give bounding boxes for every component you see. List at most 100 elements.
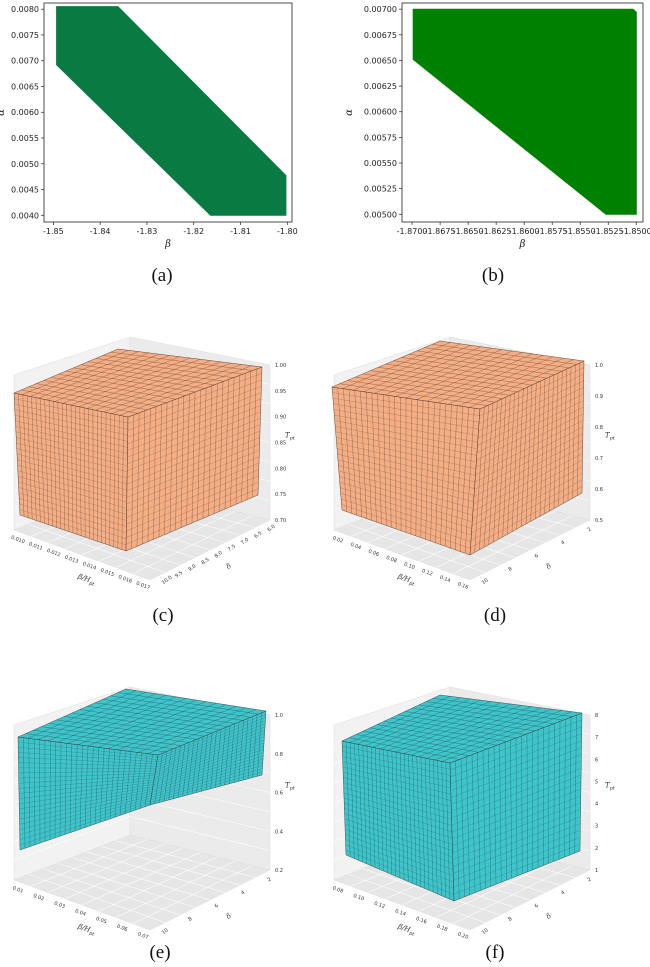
- c-xtick-label: 0.013: [64, 555, 80, 566]
- e-voxel-face-left-course: [19, 795, 152, 830]
- c-voxel-face-left-course: [18, 481, 127, 515]
- d-voxel-face-left-course: [337, 453, 475, 489]
- f-voxel-face-left-course: [344, 813, 453, 851]
- d-xtick-label: 0.04: [349, 542, 362, 551]
- e-voxel-face-left-course: [19, 791, 153, 820]
- a-ytick-label: 0.0080: [11, 5, 39, 14]
- c-voxel-face-left-course: [16, 453, 128, 485]
- e-ztick-label: 0.4: [275, 829, 283, 835]
- chart-e-svg: 0.2 0.4 0.6 0.8 1.0 Tpt 0.01 0.02 0.03 0.04 0.05 0.…: [12, 686, 296, 941]
- f-voxel-face-right-course: [450, 740, 582, 791]
- f-voxel-face-right-course: [453, 830, 581, 881]
- e-ytick-label: 10: [161, 927, 170, 936]
- c-xtick-label: 0.014: [82, 561, 98, 572]
- e-voxel-face-left-course: [18, 767, 156, 769]
- b-ytick-label: 0.00600: [364, 108, 397, 117]
- b-xtick-label: -1.8650: [453, 227, 484, 236]
- e-voxel-top-seam: [102, 699, 243, 721]
- e-voxel-face-right-course: [154, 736, 265, 776]
- f-xtick-label: 0.10: [352, 893, 365, 902]
- a-region: [56, 6, 287, 216]
- e-voxel-face-left-course: [18, 741, 158, 758]
- f-voxel-face-right-course: [452, 809, 581, 860]
- caption-a: (a): [151, 265, 173, 286]
- e-voxel-face-left-course: [19, 798, 152, 835]
- c-voxel-face-right-course: [126, 430, 261, 485]
- e-voxel-top-seam: [127, 706, 237, 752]
- c-voxel-top-seam: [110, 351, 253, 371]
- e-voxel-face-right-course: [153, 749, 264, 786]
- f-voxel-face-right-course: [451, 754, 582, 805]
- d-voxel-face-left-course: [340, 493, 472, 536]
- a-ytick-label: 0.0060: [11, 108, 39, 117]
- c-voxel-face-left-course: [18, 476, 127, 509]
- e-xtick-label: 0.02: [32, 893, 45, 902]
- d-ytick-label: 6: [534, 553, 540, 560]
- c-ytick-label: 8.5: [201, 557, 211, 566]
- c-voxel-face-left-course: [18, 492, 127, 527]
- f-voxel-face-left-course: [343, 787, 452, 820]
- c-ztick-label: 0.80: [275, 466, 286, 472]
- e-xlabel: β/Hpt: [75, 922, 97, 938]
- d-voxel-face-right-course: [473, 440, 583, 497]
- d-voxel-face-left-course: [333, 403, 479, 430]
- f-voxel-face-right-course: [451, 774, 582, 826]
- c-voxel-face-left-course: [19, 509, 127, 546]
- c-voxel-face-right-course: [126, 450, 260, 505]
- e-voxel-face-right-course: [155, 730, 265, 771]
- c-voxel-face-right-course: [126, 462, 260, 518]
- e-ztick-label: 1.0: [275, 713, 283, 719]
- e-voxel-face-left-course: [19, 788, 153, 815]
- c-voxel-face-left-course: [19, 498, 127, 533]
- d-voxel-face-right-course: [472, 453, 583, 512]
- e-ytick-label: 6: [214, 903, 220, 910]
- f-grid-line: [435, 860, 556, 918]
- e-voxel-face-left-course: [18, 779, 155, 794]
- d-ztick-label: 0.9: [595, 394, 603, 400]
- d-zlabel: Tpt: [605, 432, 616, 442]
- c-ytick-label: 9.5: [174, 570, 184, 579]
- d-voxel-face-right-course: [478, 374, 584, 424]
- d-xlabel: β/Hpt: [395, 572, 417, 588]
- f-voxel-top-seam: [404, 711, 535, 732]
- chart-b: -1.8700 -1.8675 -1.8650 -1.8625 -1.8600 -1.85…: [340, 0, 650, 255]
- e-voxel-top-seam: [95, 702, 236, 724]
- f-voxel-face-left-course: [344, 803, 453, 839]
- chart-a: -1.85 -1.84 -1.83 -1.82 -1.81 -1.80 0.0040 0.00…: [0, 0, 300, 255]
- c-voxel-face-right-course: [127, 386, 262, 438]
- f-xtick-label: 0.20: [457, 931, 470, 940]
- e-voxel-face-left-course: [18, 770, 156, 774]
- f-voxel-face-left-course: [345, 849, 454, 895]
- e-ytick-label: 4: [240, 890, 246, 897]
- d-ylabel: δ: [545, 562, 553, 571]
- d-voxel-face-right-course: [476, 400, 584, 453]
- e-voxel-face-right-course: [153, 746, 264, 783]
- f-voxel-face-left-course: [344, 823, 453, 864]
- d-ztick-label: 0.7: [595, 456, 603, 462]
- e-voxel-face-right-course: [151, 762, 263, 796]
- c-voxel-top-seam: [87, 360, 211, 409]
- d-voxel-face-right-course: [471, 466, 583, 526]
- d-voxel-face-left-course: [341, 504, 471, 549]
- e-ylabel: δ: [225, 912, 233, 921]
- e-voxel-face-left-course: [18, 747, 158, 760]
- d-voxel-face-left-course: [332, 398, 480, 423]
- b-xtick-label: -1.8550: [565, 227, 596, 236]
- f-voxel-face-right-course: [452, 816, 581, 867]
- a-xtick-label: -1.81: [230, 227, 251, 236]
- e-voxel-face-right-course: [155, 726, 266, 768]
- f-voxel-face-right-course: [452, 802, 581, 853]
- f-xtick-label: 0.12: [373, 901, 386, 910]
- c-voxel-top-seam: [73, 367, 205, 389]
- c-voxel-top-seam: [103, 355, 243, 375]
- chart-e: 0.2 0.4 0.6 0.8 1.0 Tpt 0.01 0.02 0.03 0.04 0.05 0.…: [0, 655, 320, 941]
- c-voxel-face-top: [13, 348, 263, 418]
- c-voxel-face-right-course: [126, 475, 259, 532]
- d-ztick-label: 0.6: [595, 487, 603, 493]
- f-voxel-face-left-course: [343, 782, 452, 814]
- f-ztick-label: 8: [595, 713, 598, 719]
- c-voxel-face-left-course: [16, 442, 128, 472]
- e-voxel-face-right-course: [157, 714, 266, 758]
- e-voxel-face-right-course: [155, 733, 265, 773]
- e-ztick-label: 0.8: [275, 752, 283, 758]
